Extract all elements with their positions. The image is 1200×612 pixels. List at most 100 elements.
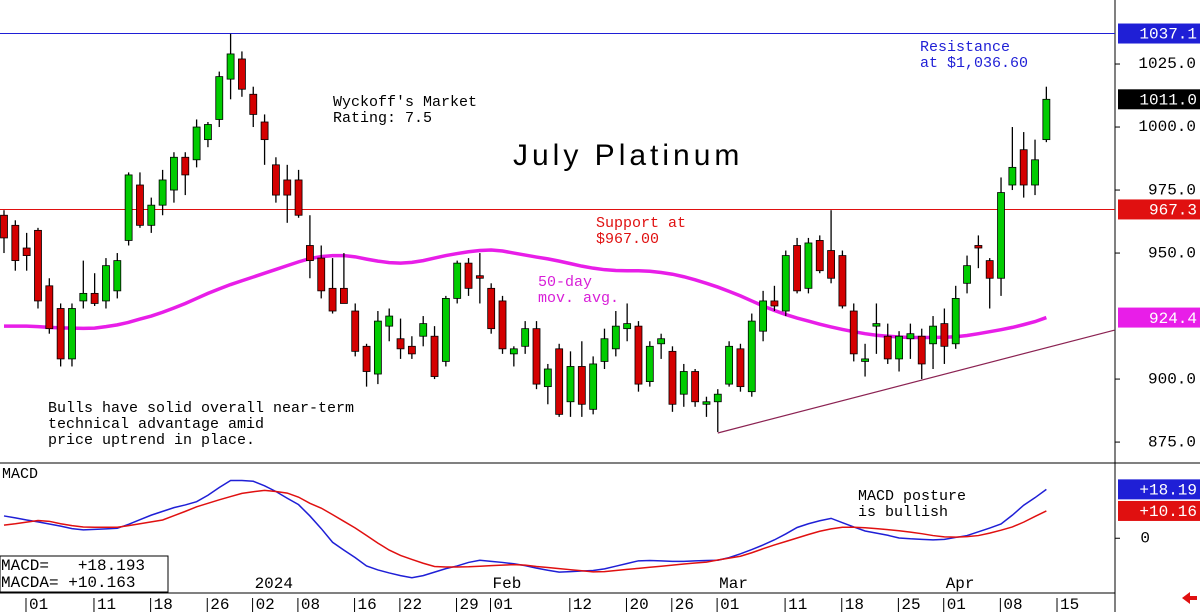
x-tick-label: 18 <box>845 596 864 612</box>
candle-body <box>623 323 632 330</box>
candle-body <box>294 179 303 216</box>
candle-body <box>170 156 178 191</box>
candle-body <box>487 287 496 330</box>
candle-body <box>464 262 473 289</box>
candle-body <box>362 345 371 372</box>
candle-body <box>1031 159 1039 186</box>
candle-body <box>781 255 790 312</box>
candle-body <box>589 363 598 410</box>
candle-body <box>532 328 541 385</box>
candle-body <box>328 287 337 312</box>
annotation: is bullish <box>858 504 948 521</box>
candle-body <box>736 348 745 388</box>
candle-body <box>147 204 156 226</box>
annotation: at $1,036.60 <box>920 55 1028 72</box>
y-tick-label: 0 <box>1140 529 1150 547</box>
candle-body <box>181 156 190 176</box>
x-tick-label: 29 <box>460 596 479 612</box>
candle-body <box>215 76 224 120</box>
candle-body <box>793 245 801 292</box>
candle-body <box>861 358 869 362</box>
macd-title: MACD <box>2 466 38 483</box>
x-tick-label: 12 <box>573 596 592 612</box>
candle-body <box>453 262 462 299</box>
candle-body <box>283 179 292 196</box>
candle-body <box>34 229 42 302</box>
candle-body <box>22 247 31 256</box>
level-box <box>1118 89 1200 110</box>
candle-body <box>827 250 835 279</box>
candle-body <box>940 323 949 347</box>
candle-body <box>113 260 122 292</box>
x-tick-label: 18 <box>154 596 173 612</box>
candle-body <box>260 121 269 141</box>
x-tick-label: 01 <box>29 596 48 612</box>
candle-body <box>759 300 768 332</box>
candle-body <box>385 315 394 327</box>
x-tick-label: 01 <box>947 596 966 612</box>
candle-body <box>521 328 530 347</box>
moving-average <box>4 248 1047 340</box>
candle-body <box>441 298 450 362</box>
candle-body <box>917 335 926 365</box>
candle-body <box>124 174 133 241</box>
x-tick-label: 25 <box>901 596 920 612</box>
candle-body <box>974 245 983 249</box>
candle-body <box>985 260 994 279</box>
marker-box <box>1118 500 1200 521</box>
y-tick-label: 1025.0 <box>1138 55 1196 73</box>
candle-body <box>725 345 734 385</box>
candle-body <box>679 371 688 395</box>
month-label: Apr <box>946 575 975 593</box>
level-box <box>1118 307 1200 328</box>
level-box <box>1118 23 1200 44</box>
candle-body <box>79 292 88 302</box>
y-tick-label: 875.0 <box>1148 433 1196 451</box>
candle-body <box>895 335 903 360</box>
x-tick-label: 20 <box>629 596 648 612</box>
candle-body <box>192 126 201 161</box>
candle-body <box>555 348 564 415</box>
candle-body <box>770 300 779 307</box>
candle-body <box>577 366 586 405</box>
candle-body <box>747 320 756 393</box>
candle-body <box>849 310 858 355</box>
annotation: MACD posture <box>858 488 966 505</box>
macd-line <box>3 489 1047 573</box>
x-tick-label: 11 <box>97 596 116 612</box>
level-label: 1037.1 <box>1139 26 1197 44</box>
candle-body <box>204 124 212 141</box>
marker-label: +18.19 <box>1139 482 1197 500</box>
annotation: technical advantage amid <box>48 416 264 433</box>
annotation: Wyckoff's Market <box>333 94 477 111</box>
candle-body <box>906 333 915 340</box>
candle-body <box>566 366 575 403</box>
candle-body <box>306 245 314 262</box>
level-label: 924.4 <box>1149 310 1197 328</box>
candle-body <box>498 300 507 350</box>
candle-body <box>238 58 246 90</box>
x-tick-label: 01 <box>720 596 739 612</box>
candle-body <box>713 393 722 403</box>
annotation: price uptrend in place. <box>48 432 255 449</box>
annotation: mov. avg. <box>538 290 619 307</box>
x-tick-label: 11 <box>788 596 807 612</box>
candle-body <box>407 345 416 355</box>
candle-body <box>872 323 881 327</box>
marker-box <box>1118 479 1200 500</box>
x-tick-label: 02 <box>256 596 275 612</box>
chart-title: July Platinum <box>513 139 743 172</box>
readout: MACD= +18.193 <box>1 557 145 575</box>
candle-body <box>702 401 711 405</box>
candle-body <box>815 240 824 272</box>
trendline <box>717 329 1115 434</box>
annotation: 50-day <box>538 274 592 291</box>
y-tick-label: 1000.0 <box>1138 118 1196 136</box>
y-tick-label: 950.0 <box>1148 244 1196 262</box>
x-tick-label: 16 <box>358 596 377 612</box>
candle-body <box>317 257 326 292</box>
annotation: Resistance <box>920 39 1010 56</box>
level-box <box>1118 199 1200 220</box>
